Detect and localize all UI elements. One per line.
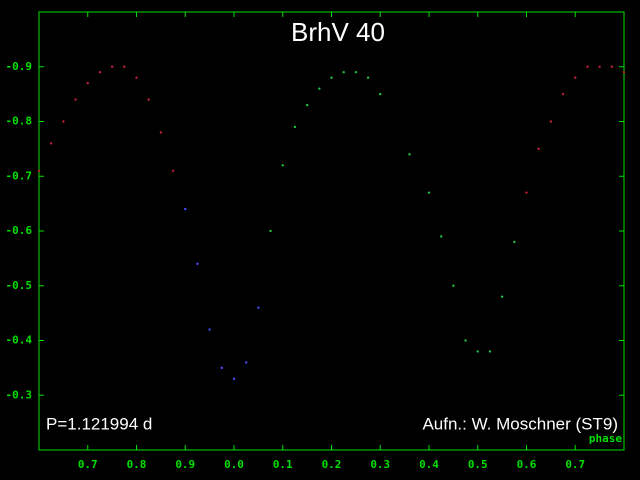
data-point xyxy=(549,120,553,123)
credit-annotation: Aufn.: W. Moschner (ST9) xyxy=(422,414,618,433)
x-tick-label: 0.3 xyxy=(370,458,390,471)
data-point xyxy=(220,366,224,370)
data-point xyxy=(244,361,248,364)
data-point xyxy=(98,71,102,74)
data-point xyxy=(318,87,321,90)
y-tick-label: -0.7 xyxy=(6,169,33,182)
data-point xyxy=(513,240,516,244)
y-tick-label: -0.9 xyxy=(6,60,33,73)
data-point xyxy=(49,142,53,145)
x-tick-label: 0.7 xyxy=(565,458,585,471)
data-point xyxy=(86,81,89,85)
data-point xyxy=(123,65,126,68)
data-point xyxy=(366,76,370,79)
data-point xyxy=(37,169,41,172)
data-point xyxy=(171,169,175,172)
data-point xyxy=(196,262,199,266)
period-annotation: P=1.121994 d xyxy=(46,414,152,433)
data-point xyxy=(62,120,65,123)
y-tick-label: -0.5 xyxy=(6,279,33,292)
data-point xyxy=(408,153,411,156)
data-point xyxy=(537,147,540,151)
x-tick-label: 0.2 xyxy=(322,458,342,471)
data-point xyxy=(330,76,333,79)
data-point xyxy=(305,103,309,107)
y-tick-label: -0.6 xyxy=(6,224,33,237)
x-tick-label: 0.7 xyxy=(78,458,98,471)
data-point xyxy=(598,65,601,68)
data-point xyxy=(439,235,443,238)
x-axis-label: phase xyxy=(589,432,622,445)
x-tick-label: 0.8 xyxy=(127,458,147,471)
data-point xyxy=(159,131,163,134)
data-point xyxy=(74,98,77,101)
y-tick-label: -0.8 xyxy=(6,115,33,128)
data-point xyxy=(281,164,284,167)
data-point xyxy=(354,71,358,74)
x-tick-label: 0.9 xyxy=(175,458,195,471)
x-tick-label: 0.1 xyxy=(273,458,293,471)
y-tick-label: -0.4 xyxy=(6,334,33,347)
chart-title: BrhV 40 xyxy=(291,17,385,47)
data-point xyxy=(184,207,187,211)
data-point xyxy=(257,306,260,309)
data-point xyxy=(500,295,504,298)
data-point xyxy=(452,284,455,287)
data-point xyxy=(232,377,236,381)
data-point xyxy=(622,71,626,74)
data-point xyxy=(525,191,528,194)
data-point xyxy=(586,65,589,68)
data-point xyxy=(476,350,479,353)
data-point xyxy=(342,71,345,74)
data-point xyxy=(379,92,382,96)
data-point xyxy=(610,65,614,68)
data-point xyxy=(135,76,138,79)
data-point xyxy=(110,65,114,68)
x-tick-label: 0.5 xyxy=(468,458,488,471)
data-point xyxy=(293,125,297,129)
x-tick-label: 0.6 xyxy=(517,458,537,471)
data-point xyxy=(488,350,492,353)
data-point xyxy=(208,328,211,331)
x-tick-label: 0.4 xyxy=(419,458,439,471)
data-point xyxy=(561,92,565,96)
data-point xyxy=(574,76,577,79)
data-point xyxy=(464,339,467,342)
data-point xyxy=(147,98,150,101)
x-tick-label: 0.0 xyxy=(224,458,244,471)
data-point xyxy=(269,229,272,233)
data-point xyxy=(427,191,431,194)
y-tick-label: -0.3 xyxy=(6,388,33,401)
